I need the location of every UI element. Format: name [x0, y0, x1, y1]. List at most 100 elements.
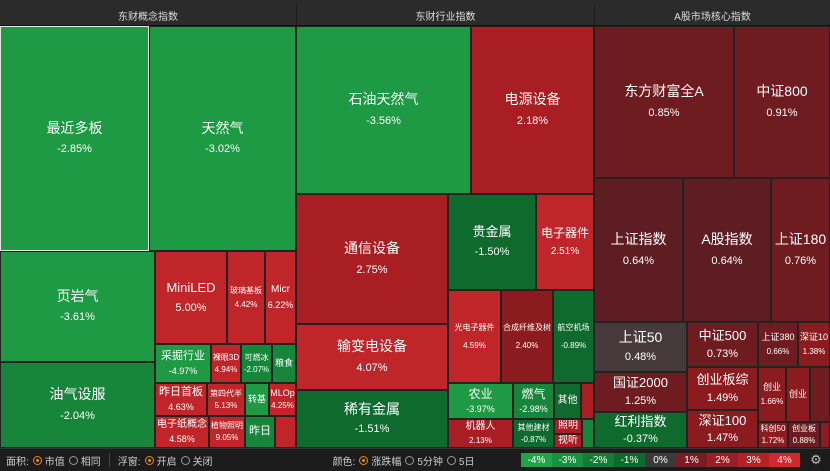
tile-industry[interactable]: [581, 383, 594, 419]
tile-industry[interactable]: 合成纤维及树 2.40%: [501, 290, 553, 383]
color-opt-5min[interactable]: 5分钟: [417, 456, 443, 468]
tile-value: -2.85%: [57, 143, 92, 156]
color-option-group: 颜色: 涨跌幅 5分钟 5日: [333, 453, 475, 468]
tile-concept[interactable]: 玻璃基板 4.42%: [227, 251, 265, 344]
legend-swatch: 4%: [769, 453, 800, 467]
tile-concept[interactable]: Micr 6.22%: [265, 251, 296, 344]
color-radio-5day[interactable]: [446, 455, 456, 465]
area-radio-marketcap[interactable]: [32, 455, 42, 465]
tile-concept[interactable]: 页岩气 -3.61%: [0, 251, 155, 362]
tile-core[interactable]: 深证100 1.47%: [687, 410, 758, 448]
tile-value: 1.72%: [761, 436, 785, 445]
tile-name: 机器人: [465, 421, 496, 433]
color-opt-change[interactable]: 涨跌幅: [371, 456, 402, 468]
tile-core[interactable]: 创业板综 1.49%: [687, 367, 758, 410]
tile-value: 4.58%: [169, 433, 195, 444]
tile-industry[interactable]: 照明: [554, 419, 582, 434]
tile-concept[interactable]: 采掘行业 -4.97%: [155, 344, 211, 383]
tile-name: 石油天然气: [348, 91, 419, 108]
tile-concept[interactable]: 油气设服 -2.04%: [0, 362, 155, 448]
tile-name: 转基: [247, 393, 266, 404]
area-opt-equal[interactable]: 相同: [80, 456, 101, 468]
tile-industry[interactable]: 其他建材 -0.87%: [513, 419, 554, 448]
tile-concept[interactable]: 电子纸概念 4.58%: [155, 416, 209, 448]
top-strip: [0, 0, 830, 5]
tile-name: 电源设备: [504, 91, 561, 108]
tile-industry[interactable]: 贵金属 -1.50%: [448, 194, 536, 290]
tile-industry[interactable]: 稀有金属 -1.51%: [296, 390, 448, 448]
tile-concept[interactable]: 第四代半 5.13%: [207, 383, 245, 416]
tile-core[interactable]: 中证800 0.91%: [734, 26, 830, 178]
color-opt-5day[interactable]: 5日: [458, 456, 475, 468]
bottom-toolbar: 面积: 市值 相同 浮窗: 开启 关闭 颜色: 涨跌幅 5分钟 5日 -4% -3…: [0, 448, 830, 471]
tile-name: 创业板: [792, 424, 816, 433]
tile-name: 油气设服: [49, 386, 106, 403]
tile-concept[interactable]: 最近多板 -2.85%: [0, 26, 149, 251]
tile-industry[interactable]: 其他: [554, 383, 581, 419]
tile-core[interactable]: 上证180 0.76%: [771, 178, 830, 322]
tile-industry[interactable]: 电子器件 2.51%: [536, 194, 594, 290]
tile-concept[interactable]: 昨日首板 4.63%: [155, 383, 207, 416]
tile-core[interactable]: 上证380 0.66%: [758, 322, 798, 367]
tile-core[interactable]: A股指数 0.64%: [683, 178, 771, 322]
tile-core[interactable]: 上证指数 0.64%: [594, 178, 683, 322]
tile-value: 2.40%: [515, 340, 539, 350]
tile-core[interactable]: 深证10 1.38%: [798, 322, 830, 367]
tile-concept[interactable]: 植物照明 9.05%: [209, 416, 245, 448]
float-opt-on[interactable]: 开启: [156, 456, 177, 468]
tile-core[interactable]: 科创50 1.72%: [758, 422, 788, 448]
tile-concept[interactable]: 昨日: [245, 416, 275, 448]
tile-concept[interactable]: 粮食: [272, 344, 296, 383]
tile-concept[interactable]: [275, 416, 296, 448]
tile-value: -3.02%: [205, 143, 240, 156]
tile-industry[interactable]: 输变电设备 4.07%: [296, 324, 448, 390]
tile-concept[interactable]: 转基: [245, 383, 269, 416]
color-legend: -4% -3% -2% -1% 0% 1% 2% 3% 4%: [521, 453, 800, 467]
tile-industry[interactable]: 机器人 2.13%: [448, 419, 513, 448]
tile-concept[interactable]: 天然气 -3.02%: [149, 26, 296, 251]
tile-core[interactable]: 创业: [786, 367, 810, 422]
tile-name: 深证10: [799, 331, 828, 342]
tile-value: 0.48%: [624, 351, 657, 364]
tile-industry[interactable]: 航空机场 -0.89%: [553, 290, 594, 383]
tile-core[interactable]: 创业板 0.88%: [788, 422, 820, 448]
tile-concept[interactable]: 裸眼3D 4.94%: [211, 344, 241, 383]
tile-value: 1.25%: [624, 395, 657, 408]
tile-concept[interactable]: MiniLED 5.00%: [155, 251, 227, 344]
tile-industry[interactable]: [582, 419, 594, 448]
tile-core[interactable]: [820, 422, 830, 448]
tile-industry[interactable]: 光电子器件 4.59%: [448, 290, 501, 383]
gear-icon[interactable]: ⚙: [810, 452, 822, 467]
tile-industry[interactable]: 农业 -3.97%: [448, 383, 513, 419]
tile-name: A股指数: [701, 231, 753, 248]
tile-industry[interactable]: 燃气 -2.98%: [513, 383, 554, 419]
tile-industry[interactable]: 通信设备 2.75%: [296, 194, 448, 324]
area-radio-equal[interactable]: [68, 455, 78, 465]
tile-industry[interactable]: 视听: [554, 434, 582, 448]
color-radio-change[interactable]: [359, 455, 369, 465]
tile-value: 0.66%: [766, 347, 790, 357]
tile-core[interactable]: 创业 1.66%: [758, 367, 786, 422]
tile-name: 通信设备: [344, 240, 400, 257]
area-opt-marketcap[interactable]: 市值: [44, 456, 65, 468]
float-opt-off[interactable]: 关闭: [192, 456, 213, 468]
float-radio-on[interactable]: [144, 455, 154, 465]
tile-value: 4.94%: [214, 364, 238, 374]
area-label: 面积:: [6, 456, 29, 468]
tile-core[interactable]: 上证50 0.48%: [594, 322, 687, 372]
float-radio-off[interactable]: [180, 455, 190, 465]
tile-industry[interactable]: 电源设备 2.18%: [471, 26, 594, 194]
tile-core[interactable]: 东方财富全A 0.85%: [594, 26, 734, 178]
tile-value: -0.89%: [560, 340, 587, 350]
tile-concept[interactable]: MLOp 4.25%: [269, 383, 296, 416]
tile-concept[interactable]: 可燃冰 -2.07%: [241, 344, 272, 383]
tile-industry[interactable]: 石油天然气 -3.56%: [296, 26, 471, 194]
legend-swatch: -1%: [614, 453, 645, 467]
tile-core[interactable]: 国证2000 1.25%: [594, 372, 687, 412]
tile-core[interactable]: 中证500 0.73%: [687, 322, 758, 367]
tile-core[interactable]: 红利指数 -0.37%: [594, 412, 687, 448]
color-radio-5min[interactable]: [405, 455, 415, 465]
tile-core[interactable]: [810, 367, 830, 422]
tile-name: 电子器件: [540, 225, 589, 240]
tile-value: 4.63%: [168, 401, 194, 412]
